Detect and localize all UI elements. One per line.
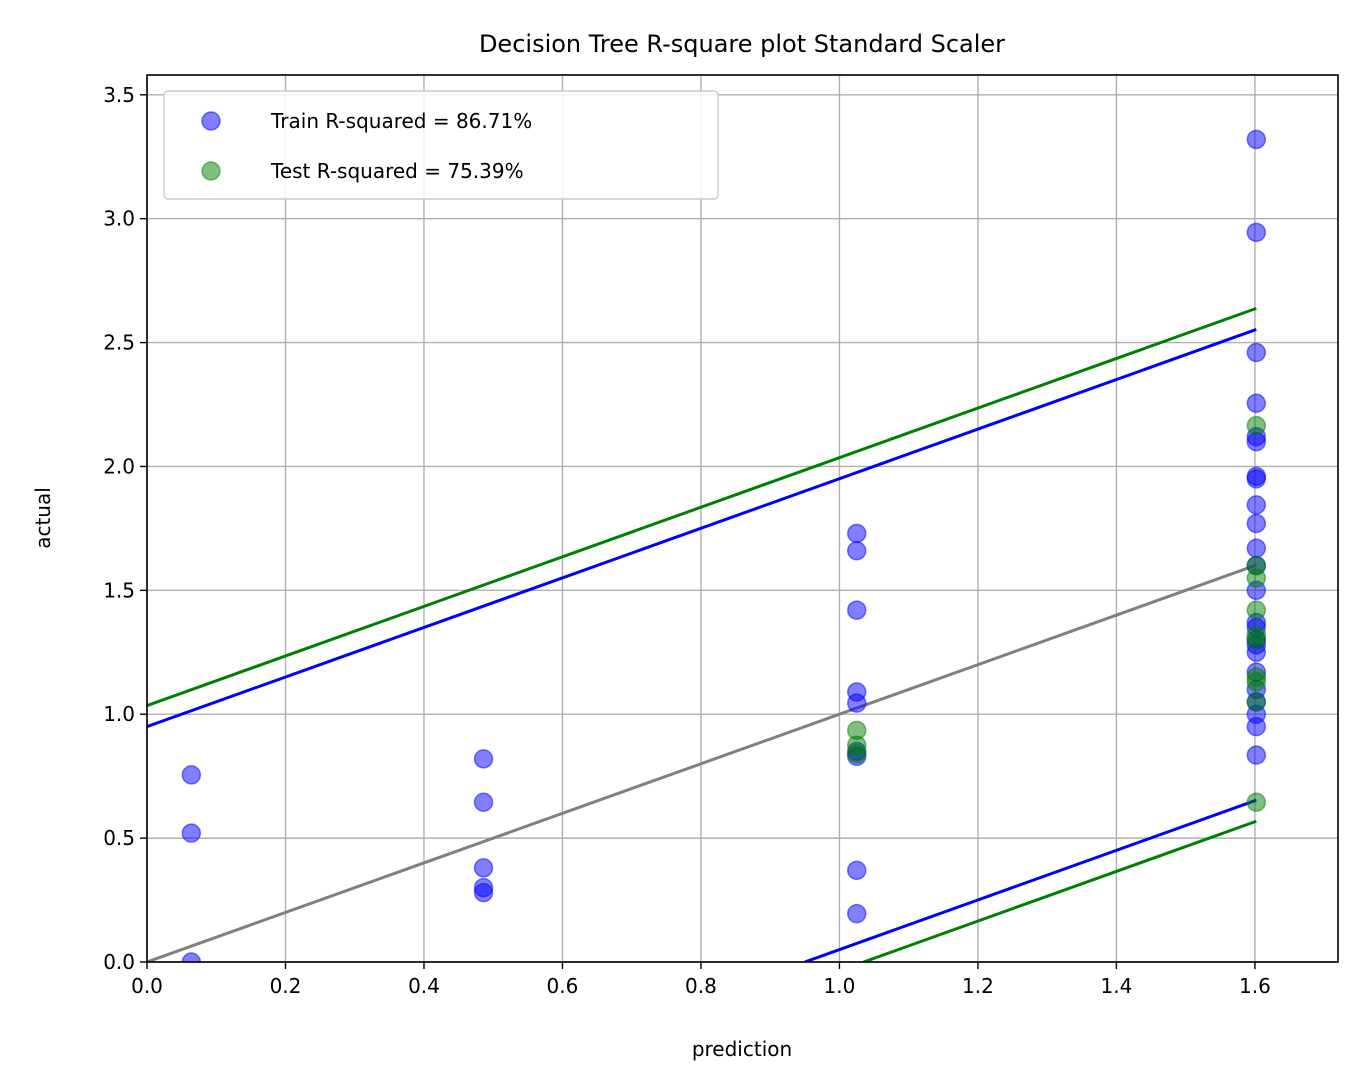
train-point bbox=[847, 600, 867, 620]
train-point bbox=[473, 792, 494, 812]
test-point bbox=[1246, 600, 1267, 620]
legend-box bbox=[163, 90, 719, 200]
x-tick-label: 1.4 bbox=[1101, 974, 1133, 998]
plot-frame bbox=[146, 74, 1339, 963]
y-tick-label: 3.5 bbox=[103, 83, 135, 107]
train-point bbox=[847, 523, 867, 544]
y-tick-label: 0.5 bbox=[103, 826, 135, 850]
scatter-points bbox=[181, 129, 1267, 962]
x-tick-label: 0.8 bbox=[685, 974, 717, 998]
legend-label-train: Train R-squared = 86.71% bbox=[270, 109, 532, 133]
train-point bbox=[1246, 393, 1267, 414]
test-point bbox=[1246, 792, 1267, 812]
train-point bbox=[1246, 466, 1267, 487]
line-test-upper bbox=[147, 306, 1257, 707]
legend: Train R-squared = 86.71% Test R-squared … bbox=[163, 90, 719, 200]
train-point bbox=[181, 952, 202, 962]
y-tick-label: 1.0 bbox=[103, 702, 135, 726]
legend-marker-test bbox=[201, 161, 221, 181]
train-point bbox=[181, 765, 202, 785]
y-tick-label: 3.0 bbox=[103, 207, 135, 231]
train-point bbox=[1246, 745, 1267, 765]
y-tick-label: 0.0 bbox=[103, 950, 135, 974]
y-tick-label: 2.5 bbox=[103, 331, 135, 355]
line-train-lower bbox=[804, 798, 1257, 962]
train-point bbox=[1246, 342, 1267, 363]
x-axis-label: prediction bbox=[692, 1037, 792, 1061]
train-point bbox=[1246, 129, 1267, 150]
train-point bbox=[1246, 538, 1267, 558]
train-point bbox=[473, 749, 494, 769]
train-point bbox=[181, 823, 202, 843]
y-axis-label: actual bbox=[31, 487, 55, 549]
train-point bbox=[1246, 513, 1267, 534]
test-point bbox=[1246, 625, 1267, 645]
x-axis: 0.0 0.2 0.4 0.6 0.8 1.0 1.2 1.4 1.6 bbox=[131, 962, 1271, 998]
train-point bbox=[847, 540, 867, 561]
x-tick-label: 0.6 bbox=[547, 974, 579, 998]
y-tick-label: 1.5 bbox=[103, 578, 135, 602]
train-point bbox=[1246, 222, 1267, 243]
x-tick-label: 1.2 bbox=[962, 974, 994, 998]
train-point bbox=[1246, 495, 1267, 515]
train-point bbox=[847, 682, 867, 702]
line-train-upper bbox=[147, 328, 1257, 729]
legend-marker-train bbox=[201, 111, 221, 131]
x-tick-label: 0.4 bbox=[408, 974, 440, 998]
x-tick-label: 0.2 bbox=[270, 974, 302, 998]
test-point bbox=[1246, 415, 1267, 436]
test-point bbox=[1246, 667, 1267, 687]
train-point bbox=[473, 858, 494, 878]
x-tick-label: 1.0 bbox=[824, 974, 856, 998]
train-point bbox=[847, 860, 867, 881]
line-identity bbox=[147, 563, 1257, 962]
x-tick-label: 0.0 bbox=[131, 974, 163, 998]
train-point bbox=[847, 903, 867, 924]
line-test-lower bbox=[863, 819, 1257, 962]
legend-label-test: Test R-squared = 75.39% bbox=[270, 159, 524, 183]
test-point bbox=[847, 720, 867, 741]
regression-lines bbox=[147, 306, 1257, 962]
x-tick-label: 1.6 bbox=[1239, 974, 1271, 998]
y-tick-label: 2.0 bbox=[103, 454, 135, 478]
chart-title: Decision Tree R-square plot Standard Sca… bbox=[479, 30, 1005, 58]
test-point bbox=[1246, 555, 1267, 576]
y-axis: 0.0 0.5 1.0 1.5 2.0 2.5 3.0 3.5 bbox=[103, 83, 147, 974]
train-point bbox=[473, 877, 494, 898]
test-point bbox=[1246, 692, 1267, 712]
